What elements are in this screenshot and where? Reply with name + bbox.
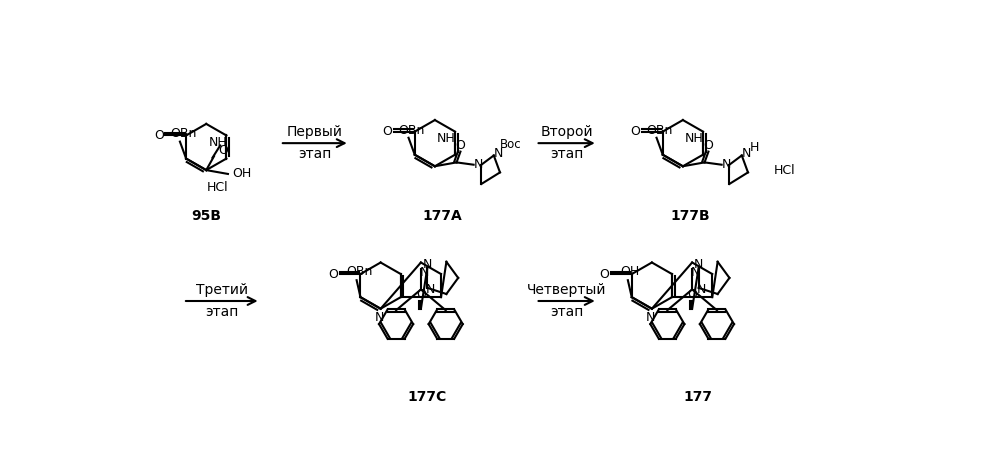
- Text: Второй: Второй: [540, 126, 593, 139]
- Text: N: N: [690, 266, 700, 279]
- Text: O: O: [456, 139, 466, 152]
- Text: N: N: [494, 147, 503, 161]
- Text: OBn: OBn: [646, 124, 673, 136]
- Text: O: O: [687, 288, 697, 301]
- Text: N: N: [375, 311, 384, 324]
- Text: NH: NH: [209, 136, 227, 149]
- Text: O: O: [416, 288, 426, 301]
- Text: 177C: 177C: [408, 390, 447, 404]
- Text: O: O: [219, 144, 228, 157]
- Text: 177A: 177A: [423, 209, 463, 223]
- Text: N: N: [426, 283, 436, 296]
- Text: OH: OH: [620, 265, 639, 278]
- Text: OBn: OBn: [399, 124, 425, 136]
- Text: H: H: [749, 141, 759, 154]
- Text: OH: OH: [233, 167, 252, 181]
- Text: O: O: [329, 268, 339, 281]
- Text: этап: этап: [549, 147, 583, 161]
- Text: HCl: HCl: [773, 164, 795, 177]
- Text: Первый: Первый: [287, 126, 343, 139]
- Text: этап: этап: [205, 305, 239, 319]
- Text: 177: 177: [684, 390, 713, 404]
- Text: OBn: OBn: [346, 265, 372, 278]
- Text: O: O: [703, 139, 713, 152]
- Text: O: O: [630, 125, 640, 138]
- Text: N: N: [721, 158, 731, 171]
- Text: N: N: [693, 258, 703, 271]
- Text: этап: этап: [549, 305, 583, 319]
- Text: этап: этап: [298, 147, 332, 161]
- Text: NH: NH: [438, 132, 456, 145]
- Text: 177B: 177B: [670, 209, 710, 223]
- Text: O: O: [599, 268, 609, 281]
- Text: 95B: 95B: [191, 209, 221, 223]
- Text: OBn: OBn: [170, 127, 196, 141]
- Text: Четвертый: Четвертый: [526, 283, 606, 297]
- Text: HCl: HCl: [207, 181, 229, 193]
- Text: Boc: Boc: [500, 138, 521, 151]
- Text: O: O: [154, 129, 164, 142]
- Text: N: N: [474, 158, 483, 171]
- Text: N: N: [423, 258, 432, 271]
- Text: NH: NH: [685, 132, 704, 145]
- Text: N: N: [645, 311, 655, 324]
- Text: Третий: Третий: [196, 283, 248, 297]
- Text: N: N: [741, 147, 751, 161]
- Text: N: N: [697, 283, 706, 296]
- Text: N: N: [420, 266, 429, 279]
- Text: O: O: [383, 125, 393, 138]
